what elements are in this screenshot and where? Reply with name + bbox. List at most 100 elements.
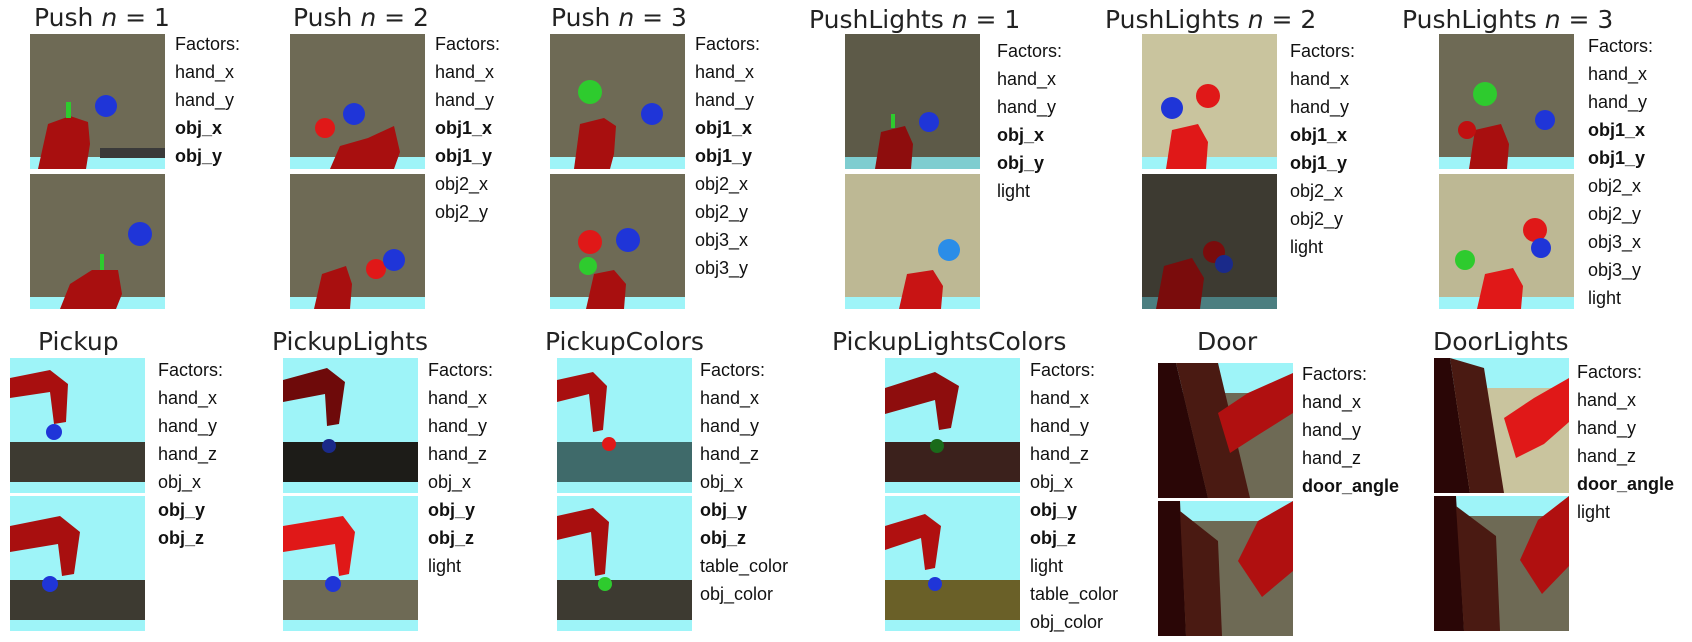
factor-item: obj_x — [1030, 472, 1074, 492]
factor-item: hand_z — [158, 444, 218, 464]
panel-title: Pickup — [38, 327, 119, 356]
factor-item: obj_x — [158, 472, 202, 492]
panel-title: Push n = 1 — [34, 3, 170, 32]
factor-item: obj_color — [1030, 612, 1104, 632]
scene-image-top — [290, 34, 425, 169]
factor-item: obj2_x — [695, 174, 749, 194]
factor-item: hand_y — [175, 90, 235, 110]
factor-item: hand_y — [695, 90, 755, 110]
factor-item: obj_x — [700, 472, 744, 492]
factor-item: obj2_x — [1588, 176, 1642, 196]
factor-item: obj_color — [700, 584, 774, 604]
factor-item: hand_x — [1588, 64, 1648, 84]
factor-item: door_angle — [1302, 476, 1400, 496]
factor-item: light — [1577, 502, 1611, 522]
scene-image-top — [550, 34, 685, 169]
factor-item: obj3_x — [1588, 232, 1642, 252]
panel-title: Door — [1197, 327, 1258, 356]
scene-image-top — [283, 358, 418, 493]
factor-item: obj_x — [997, 125, 1045, 145]
panel-title: PickupLights — [272, 327, 429, 356]
panel-title: DoorLights — [1433, 327, 1569, 356]
scene-image-top — [1158, 363, 1293, 498]
scene-image-bottom — [30, 174, 165, 309]
factor-item: hand_y — [1577, 418, 1637, 438]
factor-item: obj1_y — [435, 146, 493, 166]
factor-item: hand_y — [997, 97, 1057, 117]
factor-item: obj_y — [428, 500, 476, 520]
factor-list: Factors: hand_x hand_y obj1_x obj1_y obj2_x ob… — [1290, 37, 1355, 261]
factor-item: hand_x — [1302, 392, 1362, 412]
factors-label: Factors: — [428, 360, 494, 380]
scene-image-top — [1434, 358, 1569, 493]
factor-item: obj1_x — [435, 118, 493, 138]
factor-item: obj_z — [1030, 528, 1077, 548]
factor-item: table_color — [1030, 584, 1119, 604]
factor-item: hand_x — [175, 62, 235, 82]
factors-label: Factors: — [435, 34, 501, 54]
factor-item: hand_x — [1030, 388, 1090, 408]
factor-item: hand_y — [158, 416, 218, 436]
factors-label: Factors: — [1030, 360, 1096, 380]
factor-item: obj1_y — [1290, 153, 1348, 173]
factor-list: Factors: hand_x hand_y obj1_x obj1_y obj2_x ob… — [695, 30, 760, 282]
factor-item: obj2_x — [1290, 181, 1344, 201]
factor-item: obj1_x — [695, 118, 753, 138]
scene-image-bottom — [550, 174, 685, 309]
factor-item: obj_y — [175, 146, 223, 166]
factors-label: Factors: — [1302, 364, 1368, 384]
factor-item: light — [428, 556, 462, 576]
factor-item: light — [1588, 288, 1622, 308]
factor-list: Factors: hand_x hand_y hand_z obj_x obj_y obj_… — [158, 356, 223, 552]
factor-item: obj2_y — [695, 202, 749, 222]
factor-item: hand_y — [1302, 420, 1362, 440]
factor-item: hand_y — [1588, 92, 1648, 112]
factor-item: hand_y — [435, 90, 495, 110]
factor-item: obj3_x — [695, 230, 749, 250]
factor-item: obj_z — [700, 528, 747, 548]
factor-item: obj_y — [997, 153, 1045, 173]
factor-item: table_color — [700, 556, 789, 576]
factor-item: hand_x — [158, 388, 218, 408]
factor-item: obj_y — [1030, 500, 1078, 520]
factor-item: light — [1290, 237, 1324, 257]
scene-image-bottom — [1439, 174, 1574, 309]
panel-title: PickupLightsColors — [832, 327, 1067, 356]
factor-item: hand_y — [700, 416, 760, 436]
factors-label: Factors: — [695, 34, 761, 54]
panel-title: PushLights n = 3 — [1402, 5, 1614, 34]
factor-item: obj_z — [158, 528, 205, 548]
factor-item: light — [997, 181, 1031, 201]
panel-title: Push n = 3 — [551, 3, 687, 32]
panel-title: PushLights n = 2 — [1105, 5, 1317, 34]
factor-item: obj1_x — [1588, 120, 1646, 140]
factor-item: light — [1030, 556, 1064, 576]
scene-image-bottom — [1434, 496, 1569, 631]
scene-image-bottom — [1142, 174, 1277, 309]
scene-image-bottom — [10, 496, 145, 631]
factors-label: Factors: — [1577, 362, 1643, 382]
factor-item: hand_z — [700, 444, 760, 464]
factor-item: hand_x — [1577, 390, 1637, 410]
factors-label: Factors: — [700, 360, 766, 380]
factor-list: Factors: hand_x hand_y obj_x obj_y light — [997, 37, 1062, 205]
factor-item: obj_z — [428, 528, 475, 548]
factor-item: hand_x — [700, 388, 760, 408]
scene-image-bottom — [290, 174, 425, 309]
factor-item: hand_y — [1030, 416, 1090, 436]
scene-image-top — [885, 358, 1020, 493]
factors-label: Factors: — [1588, 36, 1654, 56]
scene-image-bottom — [1158, 501, 1293, 636]
factor-item: obj1_y — [695, 146, 753, 166]
factor-list: Factors: hand_x hand_y hand_z obj_x obj_y obj_… — [1030, 356, 1118, 636]
scene-image-bottom — [845, 174, 980, 309]
factor-item: hand_z — [1577, 446, 1637, 466]
scene-image-bottom — [283, 496, 418, 631]
factor-item: obj_x — [175, 118, 223, 138]
factor-list: Factors: hand_x hand_y obj_x obj_y — [175, 30, 240, 170]
factor-item: obj_x — [428, 472, 472, 492]
scene-image-top — [557, 358, 692, 493]
factor-item: obj2_x — [435, 174, 489, 194]
factor-list: Factors: hand_x hand_y obj1_x obj1_y obj2_x ob… — [435, 30, 500, 226]
factor-item: obj1_x — [1290, 125, 1348, 145]
